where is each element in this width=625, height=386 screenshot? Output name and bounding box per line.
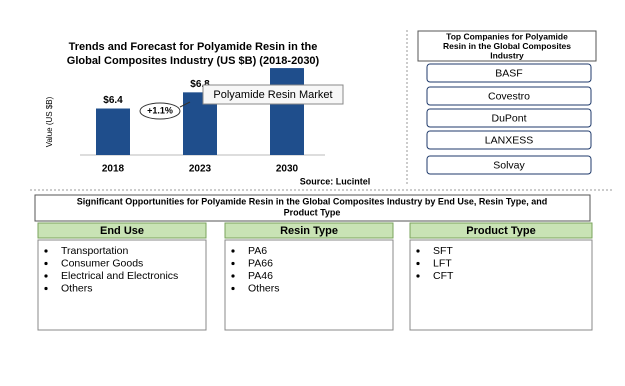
bullet: [416, 274, 420, 278]
column-item: Transportation: [61, 245, 128, 257]
chart-title: Trends and Forecast for Polyamide Resin …: [69, 41, 318, 53]
x-tick-label: 2018: [102, 164, 125, 175]
x-tick-label: 2030: [276, 164, 299, 175]
column-item: Electrical and Electronics: [61, 270, 178, 282]
companies-title: Industry: [490, 50, 524, 60]
companies-title-box: [417, 30, 597, 62]
bullet: [231, 261, 235, 266]
company-name: Solvay: [493, 159, 525, 171]
companies-title: Top Companies for Polyamide: [446, 31, 568, 41]
company-name: BASF: [495, 67, 522, 79]
column-item: LFT: [433, 257, 452, 269]
company-name: DuPont: [491, 112, 526, 124]
column-header-box: [224, 222, 394, 239]
column-header: Product Type: [466, 225, 535, 237]
column-header-box: [409, 222, 593, 239]
company-name: Covestro: [488, 90, 530, 102]
value-label: $6.8: [190, 79, 210, 90]
company-box: [426, 130, 592, 150]
annotation-arrow: [179, 101, 191, 108]
bullet: [44, 286, 48, 291]
column-list-box: [409, 239, 593, 331]
bar: [270, 68, 304, 155]
bullet: [416, 261, 420, 266]
column-item: Others: [61, 282, 93, 294]
bullet: [44, 261, 48, 266]
value-label: $6.4: [103, 95, 123, 106]
companies-title: Resin in the Global Composites: [443, 41, 571, 51]
column-item: SFT: [433, 245, 453, 257]
annotation: +1.1%: [147, 105, 173, 115]
column-header: End Use: [100, 225, 144, 237]
bullet: [231, 286, 235, 291]
bullet: [416, 249, 420, 253]
annotation-bubble: [139, 102, 181, 120]
column-item: CFT: [433, 270, 454, 282]
opportunities-title-box: [34, 194, 591, 222]
bar: [96, 108, 130, 155]
column-header-box: [37, 222, 207, 239]
source: Source: Lucintel: [300, 176, 371, 186]
company-box: [426, 108, 592, 128]
column-item: PA66: [248, 257, 273, 269]
chart-title: Global Composites Industry (US $B) (2018…: [67, 55, 320, 67]
company-box: [426, 63, 592, 83]
column-item: Others: [248, 282, 280, 294]
column-header: Resin Type: [280, 225, 338, 237]
bullet: [231, 249, 235, 253]
column-item: Consumer Goods: [61, 257, 143, 269]
column-list-box: [224, 239, 394, 331]
company-name: LANXESS: [485, 134, 533, 146]
bullet: [44, 274, 48, 278]
bullet: [231, 274, 235, 278]
opportunities-title: Significant Opportunities for Polyamide …: [77, 196, 547, 206]
tooltip-box: [202, 84, 344, 105]
bullet: [44, 249, 48, 253]
company-box: [426, 155, 592, 175]
x-tick-label: 2023: [189, 164, 212, 175]
column-item: PA46: [248, 270, 273, 282]
column-item: PA6: [248, 245, 267, 257]
column-list-box: [37, 239, 207, 331]
company-box: [426, 86, 592, 106]
tooltip: Polyamide Resin Market: [213, 89, 332, 101]
opportunities-title: Product Type: [284, 207, 341, 217]
y-axis-label: Value (US $B): [45, 96, 54, 147]
